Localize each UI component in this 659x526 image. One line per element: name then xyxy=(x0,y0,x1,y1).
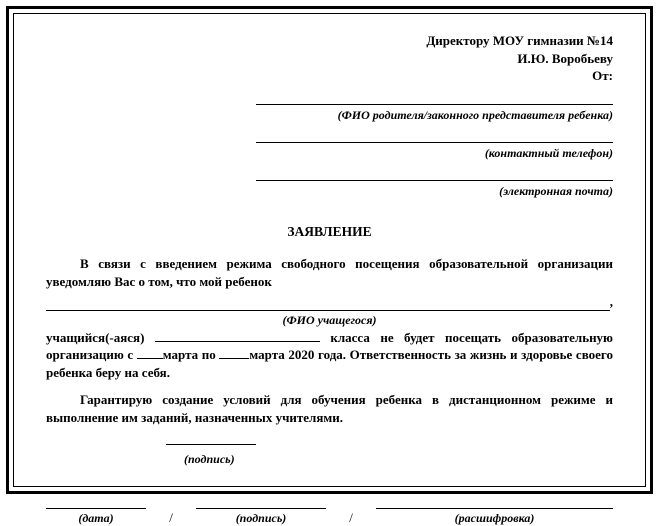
comma: , xyxy=(610,293,613,311)
footer-sep-1: / xyxy=(164,509,178,526)
decoding-caption: (расшифровка) xyxy=(376,510,613,526)
date-caption: (дата) xyxy=(46,510,146,526)
signature-caption-small: (подпись) xyxy=(46,451,613,467)
addressee-block: Директору МОУ гимназии №14 И.Ю. Воробьев… xyxy=(46,32,613,85)
document-page: Директору МОУ гимназии №14 И.Ю. Воробьев… xyxy=(13,13,646,487)
p2-month1: марта по xyxy=(163,347,220,362)
signature-caption: (подпись) xyxy=(196,510,326,526)
phone-caption: (контактный телефон) xyxy=(46,145,613,161)
parent-name-blank[interactable] xyxy=(256,91,613,105)
signature-blank-small[interactable] xyxy=(166,433,256,445)
document-title: ЗАЯВЛЕНИЕ xyxy=(46,223,613,241)
from-label: От: xyxy=(46,67,613,85)
student-name-caption: (ФИО учащегося) xyxy=(46,312,613,328)
date-to-blank[interactable] xyxy=(219,358,249,359)
p2-prefix: учащийся(-аяся) xyxy=(46,330,155,345)
decoding-blank[interactable] xyxy=(376,495,613,509)
class-blank[interactable] xyxy=(155,341,320,342)
footer-sep-2: / xyxy=(344,509,358,526)
phone-blank[interactable] xyxy=(256,129,613,143)
date-blank[interactable] xyxy=(46,495,146,509)
email-caption: (электронная почта) xyxy=(46,183,613,199)
signature-blank[interactable] xyxy=(196,495,326,509)
parent-name-caption: (ФИО родителя/законного представителя ре… xyxy=(46,107,613,123)
paragraph-3: Гарантирую создание условий для обучения… xyxy=(46,391,613,426)
student-name-blank[interactable] xyxy=(46,297,610,311)
paragraph-2: учащийся(-аяся) класса не будет посещать… xyxy=(46,329,613,382)
email-blank[interactable] xyxy=(256,167,613,181)
addressee-line-1: Директору МОУ гимназии №14 xyxy=(46,32,613,50)
paragraph-1: В связи с введением режима свободного по… xyxy=(46,255,613,290)
date-from-blank[interactable] xyxy=(137,358,163,359)
signature-line-small xyxy=(46,432,613,450)
addressee-line-2: И.Ю. Воробьеву xyxy=(46,50,613,68)
outer-frame: Директору МОУ гимназии №14 И.Ю. Воробьев… xyxy=(6,6,653,494)
